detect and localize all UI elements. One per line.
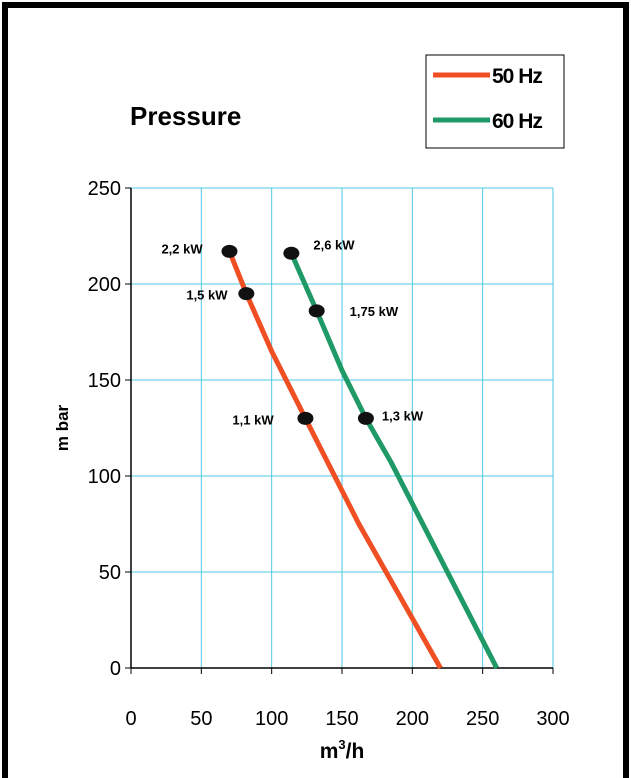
legend-label-60hz: 60 Hz [492,110,542,133]
power-label: 1,3 kW [382,408,424,423]
power-label: 1,75 kW [350,304,399,319]
x-tick-label: 0 [125,708,136,730]
data-point-marker [297,411,314,425]
y-tick-label: 250 [88,178,121,200]
data-point-marker [238,287,255,301]
series [227,250,499,670]
y-tick-label: 150 [88,370,121,392]
x-tick-label: 150 [325,708,358,730]
y-tick-label: 0 [110,658,121,680]
series-line-60hz [289,252,499,670]
x-axis-title-suffix: /h [346,740,365,763]
series-line-50hz [227,250,443,670]
y-tick-label: 50 [99,562,121,584]
power-label: 1,1 kW [232,412,274,427]
x-axis-title: m3/h [320,737,365,763]
x-tick-label: 250 [466,708,499,730]
data-point-marker [283,246,300,260]
legend-box [425,54,565,149]
x-tick-label: 300 [536,708,569,730]
power-label: 1,5 kW [186,288,228,303]
axes: 0 50 100 150 200 250 300 0 50 100 150 200 250 [88,178,570,730]
data-point-marker [308,304,325,318]
x-tick-label: 50 [190,708,212,730]
power-label: 2,2 kW [161,241,203,256]
x-tick-label: 200 [396,708,429,730]
y-axis-title: m bar [53,404,72,451]
grid [131,187,554,668]
x-axis-title-base: m [320,740,339,763]
power-label: 2,6 kW [313,237,355,252]
markers: 2,2 kW 1,5 kW 1,1 kW 2,6 kW 1,75 kW 1,3 kW [161,237,423,427]
data-point-marker [221,244,238,258]
chart-title: Pressure [130,101,241,131]
y-tick-label: 100 [88,466,121,488]
x-axis-title-superscript: 3 [338,737,345,752]
y-tick-label: 200 [88,274,121,296]
data-point-marker [357,411,374,425]
x-tick-label: 100 [255,708,288,730]
legend-label-50hz: 50 Hz [492,65,542,88]
